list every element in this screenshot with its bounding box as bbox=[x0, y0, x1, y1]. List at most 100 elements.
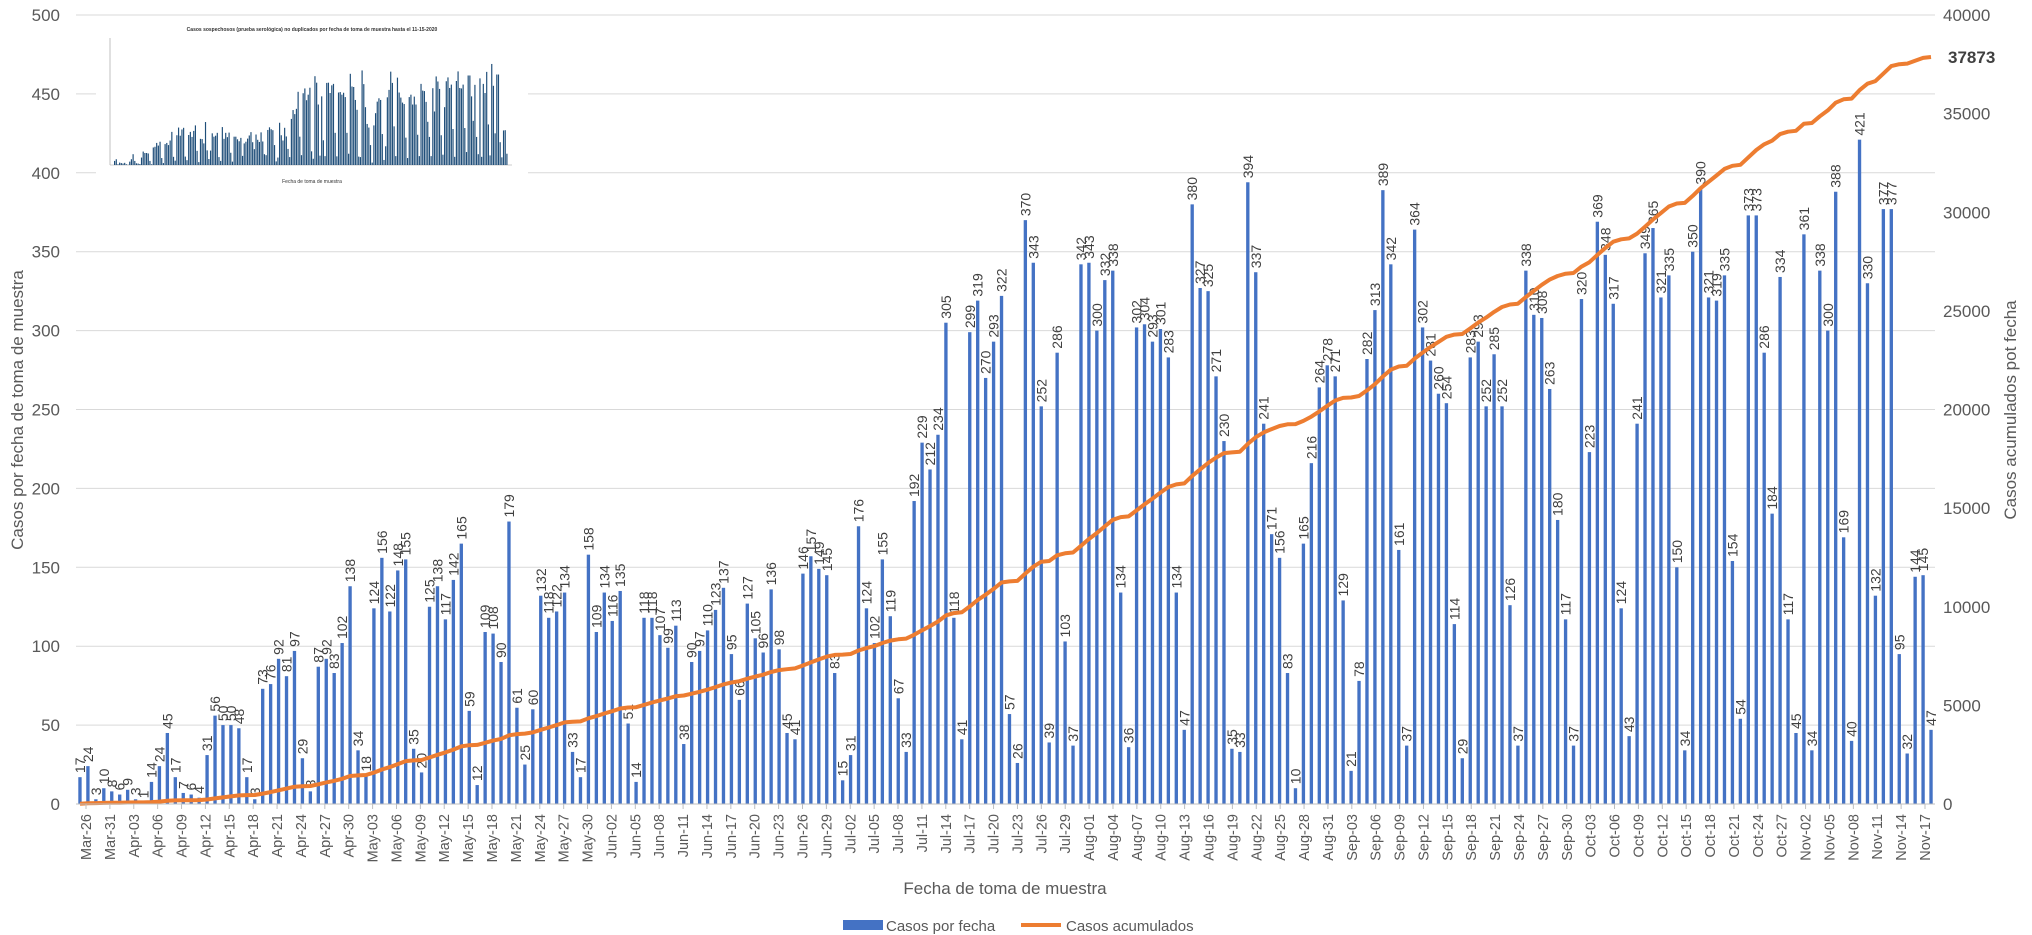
x-axis-ticks: Mar-26 Mar-31 Apr-03 Apr-06 Apr-09 Apr-12 Apr-… bbox=[79, 804, 1934, 862]
bar-data-label: 17 bbox=[167, 757, 183, 773]
bar-data-label: 176 bbox=[851, 499, 867, 523]
bar-data-label: 38 bbox=[676, 724, 692, 740]
bar bbox=[261, 688, 265, 804]
bar bbox=[944, 322, 948, 804]
inset-bar bbox=[385, 146, 387, 165]
x-tick-label: Mar-31 bbox=[103, 814, 119, 860]
x-tick-label: May-03 bbox=[366, 814, 382, 862]
bar bbox=[499, 661, 503, 804]
bar-data-label: 50 bbox=[215, 705, 231, 721]
x-tick-label: May-12 bbox=[437, 814, 453, 862]
bar bbox=[825, 575, 829, 804]
inset-bar bbox=[125, 164, 127, 165]
x-tick-label: Aug-07 bbox=[1130, 814, 1146, 861]
bar-data-label: 31 bbox=[843, 735, 859, 751]
inset-bar bbox=[252, 142, 254, 165]
bar-data-label: 282 bbox=[1359, 331, 1375, 355]
bar-data-label: 95 bbox=[723, 634, 739, 650]
inset-bar bbox=[135, 163, 138, 165]
bar bbox=[118, 794, 122, 804]
bar bbox=[213, 715, 217, 804]
inset-bar bbox=[198, 162, 200, 165]
bar-data-label: 330 bbox=[1859, 256, 1875, 280]
bar-data-label: 350 bbox=[1685, 224, 1701, 248]
bar bbox=[1325, 365, 1329, 804]
bar-data-label: 270 bbox=[978, 350, 994, 374]
bar bbox=[1206, 291, 1210, 804]
inset-bar bbox=[497, 74, 500, 165]
inset-bar bbox=[415, 104, 417, 165]
x-tick-label: Apr-21 bbox=[270, 814, 286, 858]
x-tick-label: May-15 bbox=[461, 814, 477, 862]
bar-data-label: 67 bbox=[890, 678, 906, 694]
inset-bar bbox=[506, 153, 508, 165]
inset-bar bbox=[322, 140, 324, 165]
bar bbox=[1198, 287, 1202, 804]
x-tick-label: Oct-21 bbox=[1727, 814, 1743, 858]
bar-data-label: 6 bbox=[183, 783, 199, 791]
bar bbox=[1841, 537, 1846, 804]
bar bbox=[785, 732, 789, 804]
bar bbox=[245, 777, 249, 804]
inset-bar bbox=[378, 98, 380, 165]
bar-data-label: 278 bbox=[1319, 338, 1335, 362]
bar-data-label: 109 bbox=[477, 604, 493, 628]
inset-bar bbox=[240, 137, 242, 165]
bar bbox=[1786, 619, 1790, 804]
inset-bar bbox=[238, 141, 240, 165]
bar-data-label: 364 bbox=[1407, 202, 1423, 226]
inset-bar bbox=[361, 70, 363, 165]
y-tick-label: 450 bbox=[32, 85, 60, 104]
bar bbox=[1770, 513, 1774, 804]
x-tick-label: Sep-21 bbox=[1488, 814, 1504, 861]
x-tick-label: Sep-18 bbox=[1464, 814, 1480, 861]
bar-data-label: 155 bbox=[398, 532, 414, 556]
inset-bar bbox=[117, 164, 119, 165]
y2-tick-label: 40000 bbox=[1943, 6, 1990, 25]
inset-bar bbox=[206, 150, 208, 165]
inset-bar bbox=[250, 132, 252, 165]
inset-bar bbox=[179, 135, 181, 165]
bar-data-label: 3 bbox=[128, 787, 144, 795]
bar bbox=[1158, 329, 1163, 804]
bar-data-label: 10 bbox=[96, 768, 112, 784]
bar-data-label: 134 bbox=[557, 565, 573, 589]
bar bbox=[1071, 745, 1075, 804]
inset-bar bbox=[467, 75, 469, 165]
bar bbox=[1420, 327, 1425, 804]
bar-data-label: 8 bbox=[302, 779, 318, 787]
bar bbox=[1333, 376, 1337, 804]
bar bbox=[110, 791, 114, 804]
bar-data-label: 234 bbox=[930, 407, 946, 431]
bar bbox=[1039, 406, 1043, 804]
bar bbox=[1023, 220, 1028, 804]
x-tick-label: Aug-31 bbox=[1321, 814, 1337, 861]
inset-bar bbox=[149, 160, 151, 165]
bar-data-label: 3 bbox=[247, 787, 263, 795]
bar bbox=[531, 709, 535, 804]
bar-data-label: 134 bbox=[596, 565, 612, 589]
inset-bar bbox=[472, 120, 474, 165]
bar-data-label: 110 bbox=[700, 604, 716, 627]
bar-data-label: 117 bbox=[437, 593, 453, 616]
bar bbox=[1079, 264, 1083, 805]
bar bbox=[1214, 376, 1218, 804]
inset-bar bbox=[297, 91, 299, 165]
inset-bar bbox=[221, 127, 223, 165]
bar bbox=[78, 777, 82, 804]
inset-bar bbox=[425, 101, 427, 165]
bar bbox=[1468, 357, 1472, 804]
x-tick-label: Oct-24 bbox=[1751, 814, 1767, 858]
bar bbox=[1929, 729, 1933, 804]
x-tick-label: Apr-09 bbox=[175, 814, 191, 858]
bar-data-label: 14 bbox=[143, 762, 159, 778]
bar-data-label: 169 bbox=[1836, 510, 1852, 534]
inset-chart-image: Casos sospechosos (prueba serológica) no… bbox=[96, 20, 528, 185]
bar bbox=[396, 570, 400, 804]
inset-bar bbox=[292, 110, 294, 165]
bar-data-label: 34 bbox=[350, 731, 366, 747]
bar-data-label: 24 bbox=[80, 746, 96, 762]
bar-data-label: 271 bbox=[1208, 349, 1224, 373]
inset-bar bbox=[151, 164, 153, 165]
y2-tick-label: 10000 bbox=[1943, 598, 1990, 617]
